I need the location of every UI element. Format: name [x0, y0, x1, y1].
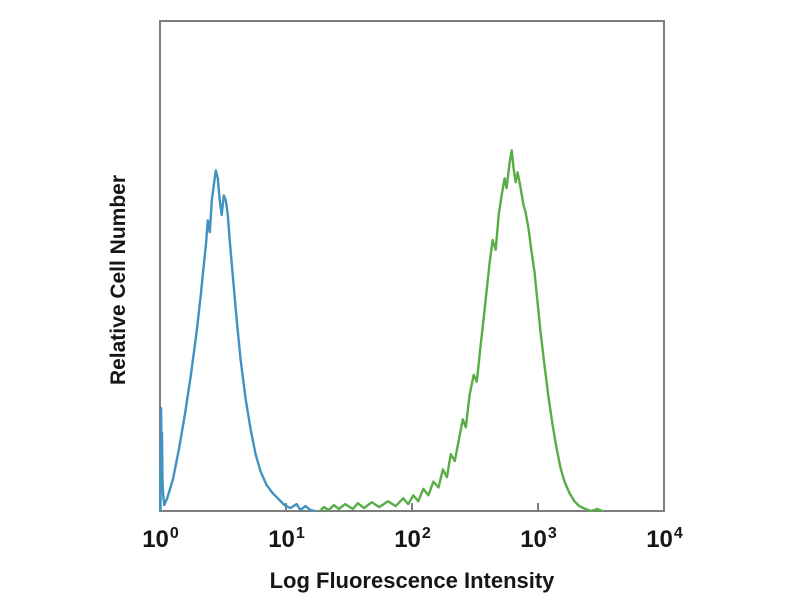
- x-tick-label-10e4: 104: [632, 525, 696, 554]
- x-tick-exponent: 3: [547, 525, 557, 542]
- x-tick-label-10e3: 103: [506, 525, 570, 554]
- x-tick-label-10e0: 100: [128, 525, 192, 554]
- x-tick-exponent: 1: [295, 525, 305, 542]
- plot-frame: [159, 20, 665, 512]
- x-tick-exponent: 0: [169, 525, 179, 542]
- x-tick-base: 10: [142, 526, 169, 553]
- blue-histogram-curve: [159, 169, 317, 513]
- x-tick-base: 10: [268, 526, 295, 553]
- x-tick-base: 10: [646, 526, 673, 553]
- x-tick-label-10e1: 101: [254, 525, 318, 554]
- x-tick-base: 10: [394, 526, 421, 553]
- x-tick-base: 10: [520, 526, 547, 553]
- x-tick-label-10e2: 102: [380, 525, 444, 554]
- y-axis-title: Relative Cell Number: [107, 174, 130, 386]
- green-histogram-curve: [318, 149, 604, 513]
- x-axis-title: Log Fluorescence Intensity: [269, 568, 555, 593]
- x-tick-exponent: 4: [673, 525, 683, 542]
- x-tick-exponent: 2: [421, 525, 431, 542]
